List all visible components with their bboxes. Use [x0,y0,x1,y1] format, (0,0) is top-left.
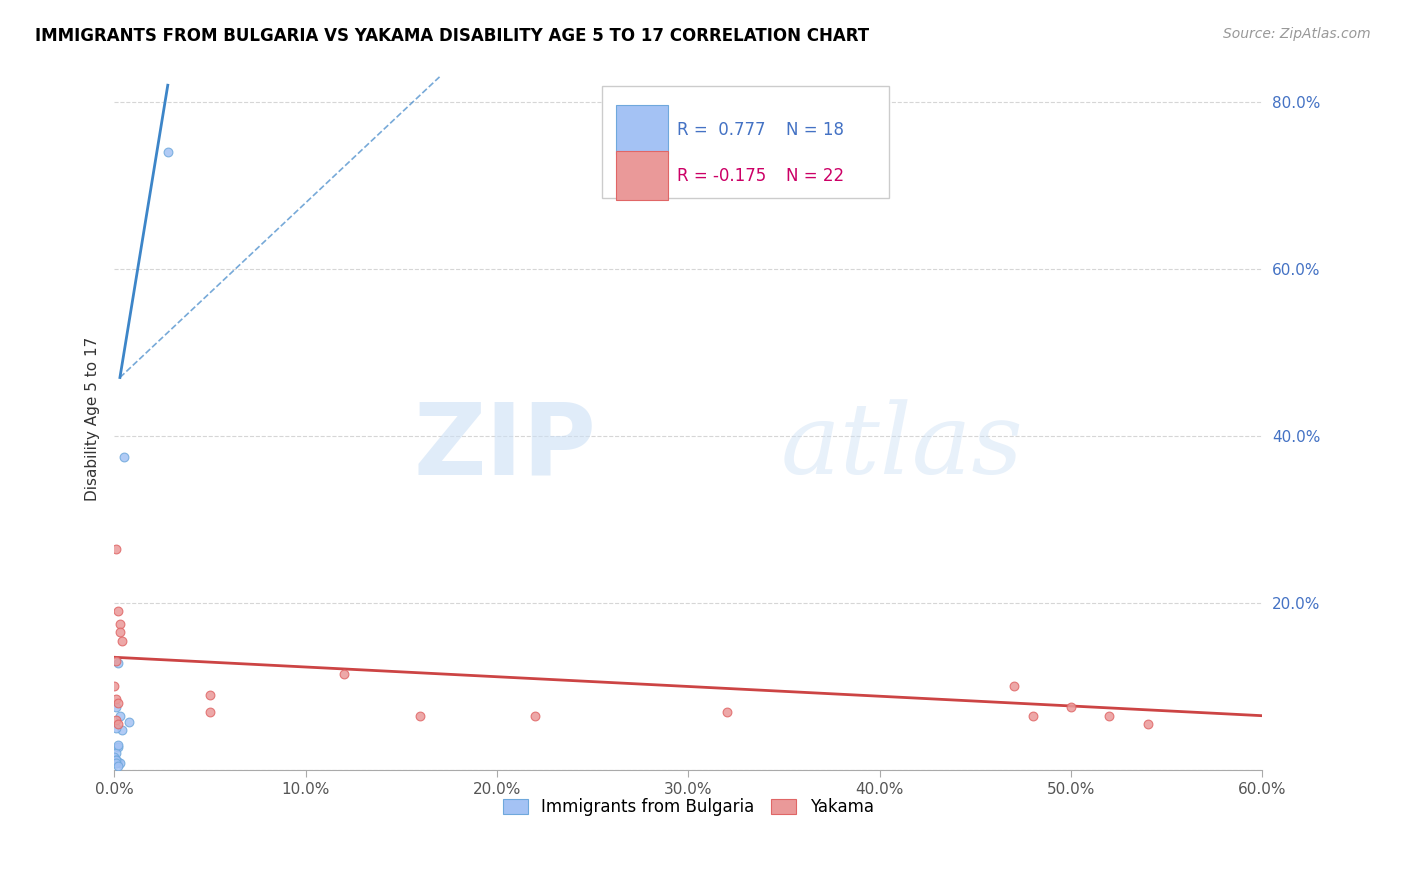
Text: N = 18: N = 18 [786,120,844,138]
Point [524,708,547,723]
Point [107,759,129,773]
Point [112,450,135,464]
Point [103,750,125,764]
Point [1002,680,1025,694]
Point [107,604,129,618]
Text: Source: ZipAtlas.com: Source: ZipAtlas.com [1223,27,1371,41]
Point [1060,700,1083,714]
Point [108,708,131,723]
Point [107,717,129,731]
Point [108,625,131,640]
Point [107,696,129,710]
Point [105,753,128,767]
Point [105,721,128,735]
Point [107,656,129,670]
Point [198,688,221,702]
Text: R =  0.777: R = 0.777 [676,120,765,138]
Text: IMMIGRANTS FROM BULGARIA VS YAKAMA DISABILITY AGE 5 TO 17 CORRELATION CHART: IMMIGRANTS FROM BULGARIA VS YAKAMA DISAB… [35,27,869,45]
Point [1098,708,1121,723]
Point [111,633,134,648]
FancyBboxPatch shape [602,86,889,198]
Point [1022,708,1045,723]
Point [108,756,131,771]
Point [118,714,141,729]
Point [105,753,128,767]
Point [105,692,128,706]
Text: atlas: atlas [780,400,1024,495]
Point [103,680,125,694]
Y-axis label: Disability Age 5 to 17: Disability Age 5 to 17 [86,337,100,501]
Legend: Immigrants from Bulgaria, Yakama: Immigrants from Bulgaria, Yakama [495,790,882,825]
Text: R = -0.175: R = -0.175 [676,167,766,185]
Point [198,705,221,719]
Point [409,708,432,723]
Point [111,723,134,737]
Point [107,738,129,752]
Point [105,756,128,771]
FancyBboxPatch shape [616,152,668,201]
Text: ZIP: ZIP [413,399,596,496]
Point [108,616,131,631]
Point [716,705,738,719]
Point [105,655,128,669]
FancyBboxPatch shape [616,105,668,154]
Point [105,713,128,727]
Point [107,739,129,754]
Text: N = 22: N = 22 [786,167,844,185]
Point [105,700,128,714]
Point [1136,717,1159,731]
Point [107,755,129,769]
Point [156,145,179,159]
Point [105,747,128,761]
Point [333,667,356,681]
Point [105,541,128,556]
